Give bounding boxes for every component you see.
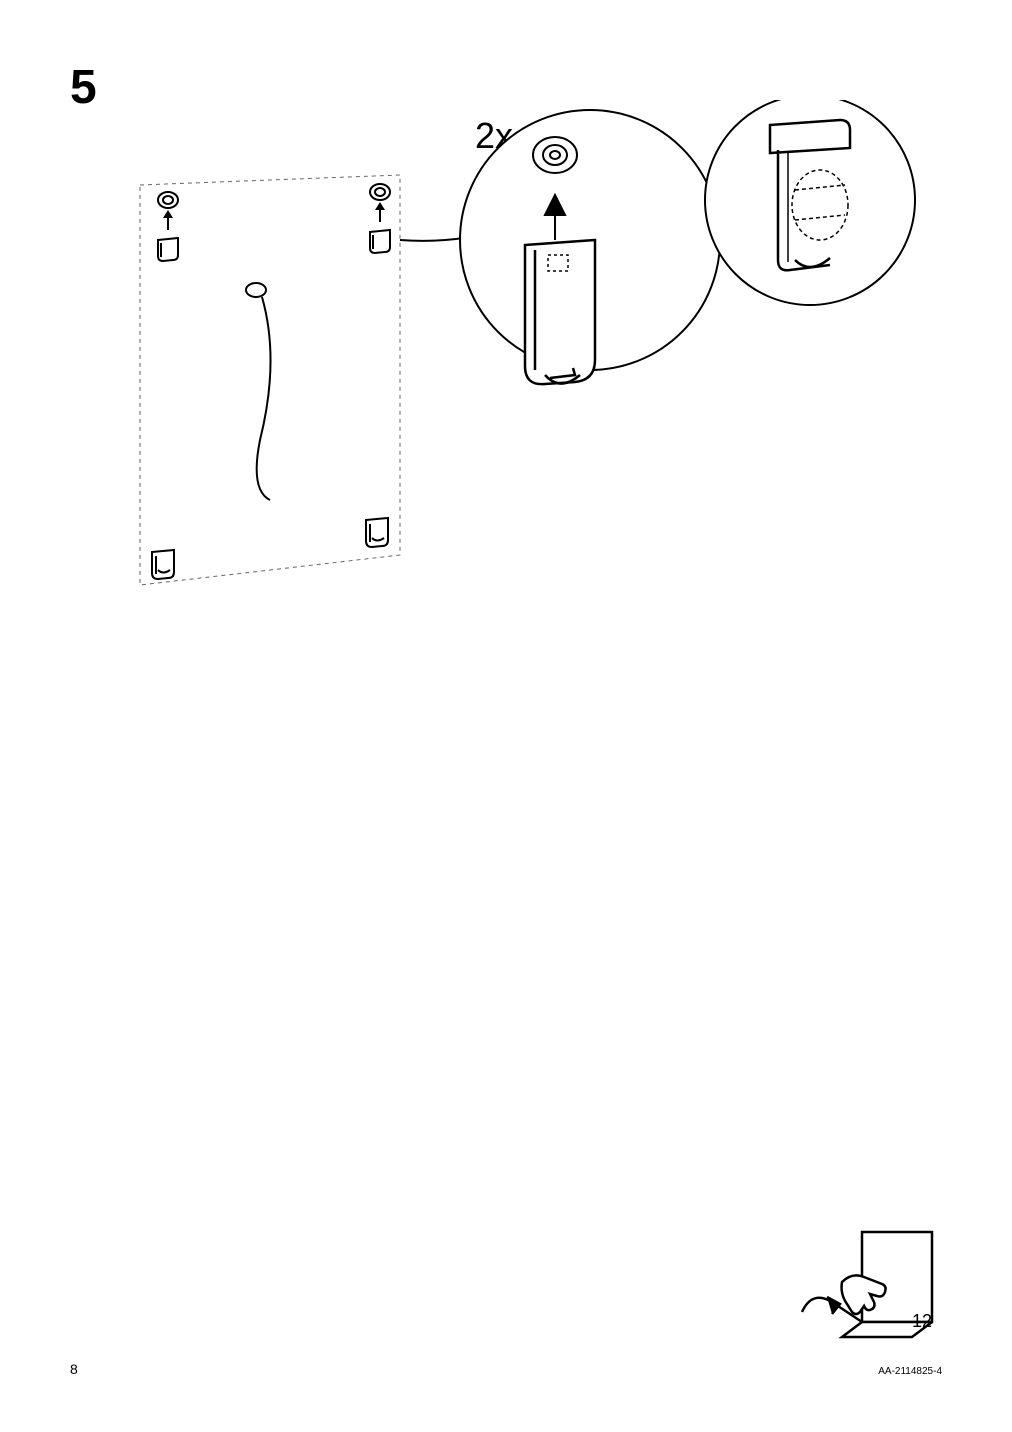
footer-document-code: AA-2114825-4 [878, 1366, 942, 1377]
page-reference-number: 12 [912, 1311, 932, 1332]
footer-page-number: 8 [70, 1361, 78, 1377]
step-number: 5 [70, 60, 97, 115]
instruction-page: 5 2x 139298 [0, 0, 1012, 1432]
assembly-diagram [130, 100, 930, 600]
